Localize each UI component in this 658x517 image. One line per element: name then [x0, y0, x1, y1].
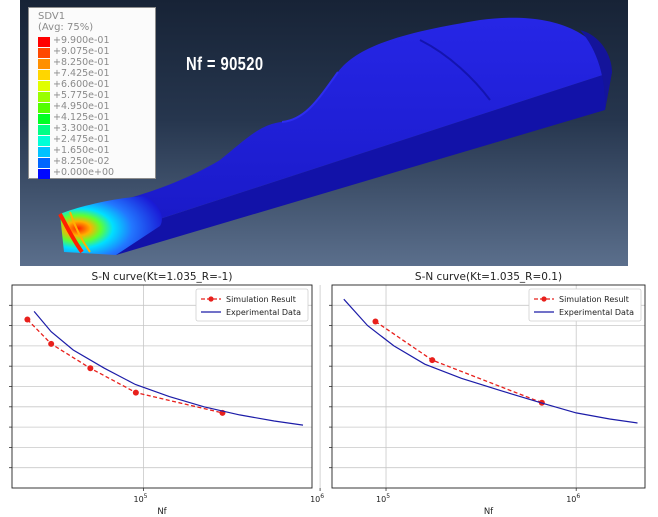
model-side-face: [116, 72, 612, 255]
chart-legend-box: [195, 288, 309, 322]
legend-level-row: +8.250e-01: [38, 57, 156, 69]
legend-color-swatch: [38, 147, 50, 157]
x-tick-label: 106: [566, 493, 580, 504]
sn-curve-chart-r-0-1: S-N curve(Kt=1.035_R=0.1)105 106NfSimulat…: [329, 271, 646, 517]
x-tick-label: 105: [376, 493, 390, 504]
legend-color-swatch: [38, 103, 50, 113]
legend-level-row: +4.125e-01: [38, 112, 156, 124]
x-tick-exponent: 6: [576, 493, 580, 500]
legend-level-row: +5.775e-01: [38, 90, 156, 102]
legend-entry-label: Experimental Data: [226, 308, 301, 317]
legend-averaging: (Avg: 75%): [38, 22, 94, 33]
legend-color-swatch: [38, 59, 50, 69]
sn-curve-chart-r-minus-1: S-N curve(Kt=1.035_R=-1)105 106NfSimulati…: [9, 271, 324, 517]
simulation-data-point: [429, 357, 436, 364]
fea-model-render: [58, 17, 612, 255]
legend-level-value: +9.075e-01: [53, 46, 110, 57]
simulation-data-point: [24, 316, 31, 323]
simulation-result-line: [375, 320, 543, 404]
legend-level-value: +3.300e-01: [53, 123, 110, 134]
legend-level-value: +5.775e-01: [53, 90, 110, 101]
legend-marker-sample: [541, 296, 547, 302]
x-tick-label: 105: [133, 493, 147, 504]
legend-level-value: +6.600e-01: [53, 79, 110, 90]
plot-area-frame: [11, 284, 313, 489]
legend-color-swatch: [38, 92, 50, 102]
legend-color-swatch: [38, 169, 50, 179]
fea-contour-panel: SDV1 (Avg: 75%) +9.900e-01 +9.075e-01 +8.2…: [20, 0, 628, 266]
legend-level-row: +3.300e-01: [38, 123, 156, 135]
legend-color-swatch: [38, 158, 50, 168]
legend-level-value: +0.000e+00: [53, 167, 115, 178]
x-axis-label: Nf: [157, 507, 167, 517]
legend-level-value: +9.900e-01: [53, 35, 110, 46]
legend-level-value: +1.650e-01: [53, 145, 110, 156]
legend-level-row: +0.000e+00: [38, 167, 156, 179]
legend-color-swatch: [38, 81, 50, 91]
legend-color-swatch: [38, 70, 50, 80]
legend-color-swatch: [38, 136, 50, 146]
experimental-data-line: [33, 311, 304, 426]
legend-color-swatch: [38, 37, 50, 47]
plot-area-frame: [331, 284, 646, 489]
stress-hotspot: [60, 196, 162, 255]
x-tick-base: 10: [566, 495, 576, 504]
legend-level-row: +7.425e-01: [38, 68, 156, 80]
x-axis-label: Nf: [484, 507, 494, 517]
legend-level-value: +4.125e-01: [53, 112, 110, 123]
x-tick-label: 106: [310, 493, 324, 504]
x-tick-exponent: 6: [320, 493, 324, 500]
legend-level-value: +2.475e-01: [53, 134, 110, 145]
legend-level-value: +8.250e-01: [53, 57, 110, 68]
chart-legend-box: [528, 288, 642, 322]
x-tick-base: 10: [310, 495, 320, 504]
legend-level-value: +7.425e-01: [53, 68, 110, 79]
legend-marker-sample: [208, 296, 214, 302]
legend-level-row: +1.650e-01: [38, 145, 156, 157]
legend-level-row: +2.475e-01: [38, 134, 156, 146]
legend-level-value: +4.950e-01: [53, 101, 110, 112]
simulation-data-point: [48, 340, 55, 347]
simulation-data-point: [372, 318, 379, 325]
nf-value-label: Nf = 90520: [186, 54, 264, 74]
x-tick-base: 10: [133, 495, 143, 504]
legend-entry-label: Simulation Result: [559, 295, 629, 304]
legend-color-swatch: [38, 48, 50, 58]
legend-variable-name: SDV1: [38, 11, 66, 22]
legend-level-row: +9.075e-01: [38, 46, 156, 58]
experimental-data-line: [343, 298, 638, 424]
simulation-data-point: [87, 365, 94, 372]
legend-level-row: +9.900e-01: [38, 35, 156, 47]
model-end-face: [580, 30, 612, 110]
simulation-data-point: [132, 389, 139, 396]
legend-level-row: +8.250e-02: [38, 156, 156, 168]
x-tick-exponent: 5: [386, 493, 390, 500]
legend-entry-label: Experimental Data: [559, 308, 634, 317]
model-top-face: [60, 17, 612, 255]
legend-color-swatch: [38, 125, 50, 135]
legend-level-row: +6.600e-01: [38, 79, 156, 91]
chart-title: S-N curve(Kt=1.035_R=0.1): [415, 271, 562, 283]
legend-entry-label: Simulation Result: [226, 295, 296, 304]
legend-color-swatch: [38, 114, 50, 124]
contour-legend: SDV1 (Avg: 75%) +9.900e-01 +9.075e-01 +8.2…: [28, 7, 156, 179]
legend-level-row: +4.950e-01: [38, 101, 156, 113]
chart-title: S-N curve(Kt=1.035_R=-1): [92, 271, 233, 283]
x-tick-exponent: 5: [144, 493, 148, 500]
legend-level-value: +8.250e-02: [53, 156, 110, 167]
x-tick-base: 10: [376, 495, 386, 504]
